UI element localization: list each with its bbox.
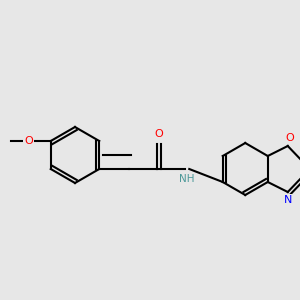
Text: O: O [154, 129, 163, 139]
Text: NH: NH [179, 174, 195, 184]
Text: N: N [284, 195, 292, 205]
Text: O: O [285, 133, 294, 143]
Text: O: O [24, 136, 33, 146]
